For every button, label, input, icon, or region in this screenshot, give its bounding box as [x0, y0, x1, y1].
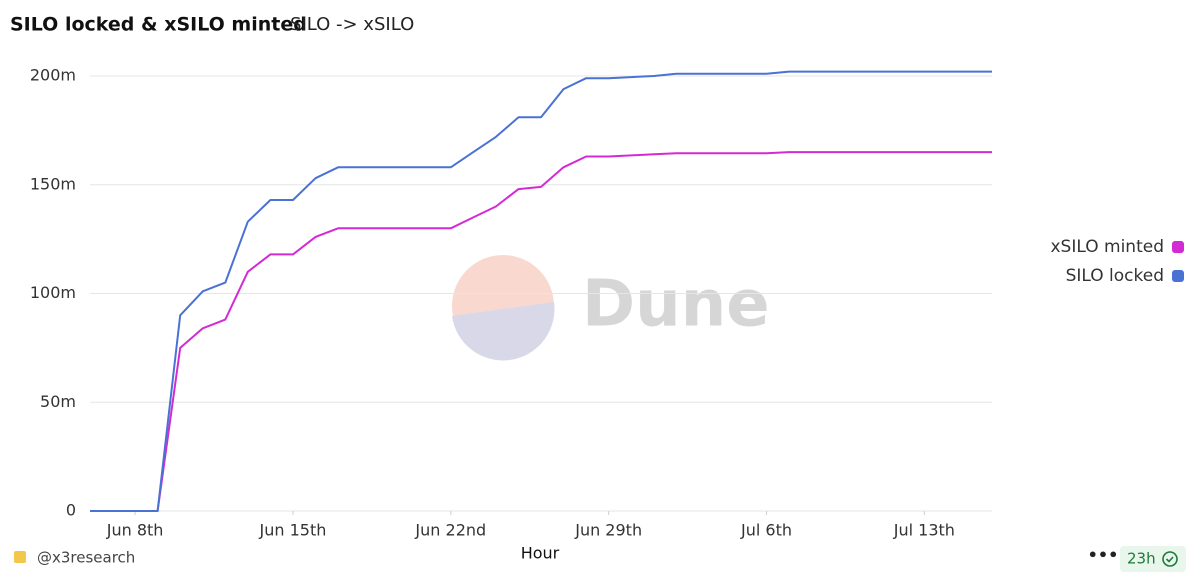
x-tick-label: Jul 13th [893, 521, 955, 540]
x-tick-label: Jun 29th [574, 521, 642, 540]
menu-dots[interactable]: ••• [1088, 546, 1119, 565]
x-tick-label: Jun 22nd [414, 521, 486, 540]
legend-swatch [1172, 241, 1184, 253]
series-line [90, 151, 992, 512]
watermark-logo-lower [452, 302, 555, 361]
legend-label: SILO locked [1066, 266, 1164, 286]
watermark-text: Dune [582, 268, 770, 342]
footer-refresh: 23h [1127, 550, 1156, 568]
x-tick-label: Jun 8th [106, 521, 164, 540]
y-tick-label: 200m [30, 66, 76, 85]
y-tick-label: 100m [30, 283, 76, 302]
chart-title: SILO locked & xSILO minted [10, 14, 307, 36]
x-axis-label: Hour [521, 544, 560, 563]
y-tick-label: 0 [66, 501, 76, 520]
footer-author: @x3research [37, 549, 135, 567]
refresh-check-mark [1165, 556, 1174, 563]
footer: @x3research ••• 23h [14, 546, 1186, 572]
x-tick-label: Jul 6th [740, 521, 792, 540]
y-tick-label: 50m [40, 392, 76, 411]
x-tick-label: Jun 15th [259, 521, 327, 540]
refresh-check [1162, 551, 1178, 567]
watermark: Dune [452, 255, 770, 361]
y-tick-label: 150m [30, 174, 76, 193]
author-icon [14, 551, 26, 563]
series-line [90, 70, 992, 512]
legend-swatch [1172, 270, 1184, 282]
legend-label: xSILO minted [1051, 237, 1165, 257]
chart-subtitle: SILO -> xSILO [290, 14, 414, 35]
